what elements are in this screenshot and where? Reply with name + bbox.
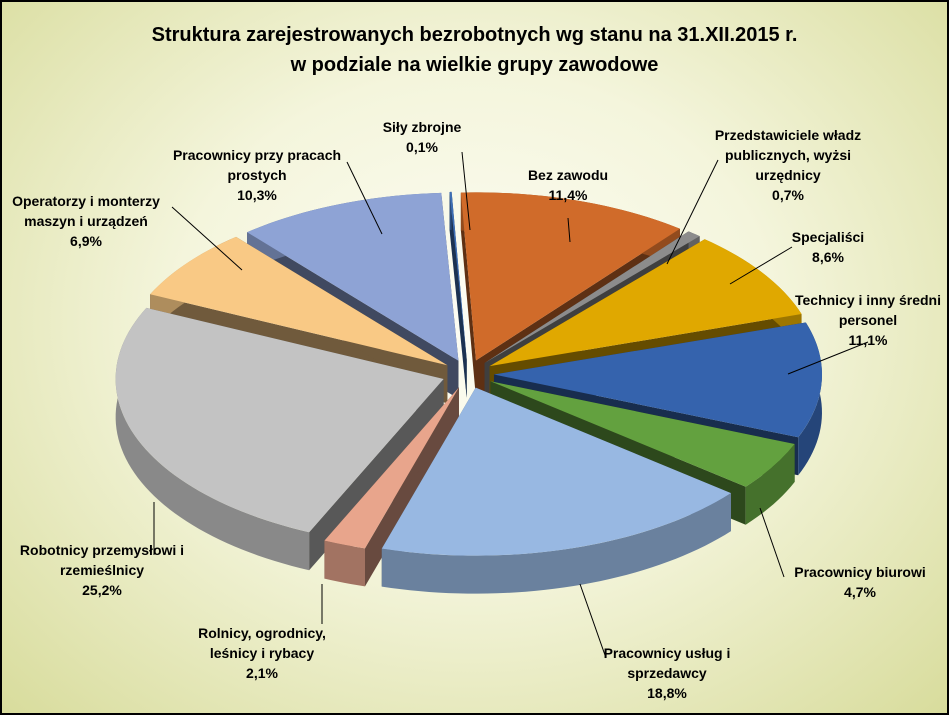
pie-slice-wall xyxy=(115,307,310,571)
leader-line xyxy=(759,507,785,578)
data-label-text: 8,6% xyxy=(812,249,844,265)
data-label-text: leśnicy i rybacy xyxy=(210,645,315,661)
data-label-text: 0,1% xyxy=(406,139,438,155)
pie-slice-wall xyxy=(745,444,795,525)
pie-slice-top xyxy=(460,192,680,361)
leader-line xyxy=(346,161,383,235)
pie-slice-top xyxy=(381,387,731,556)
data-label-10: Pracownicy przy pracach prostych 10,3% xyxy=(173,147,383,235)
pie-slice-7 xyxy=(324,387,459,587)
leader-line xyxy=(666,159,719,265)
data-label-5: Pracownicy biurowi 4,7% xyxy=(759,507,926,600)
data-label-6: Pracownicy usług i sprzedawcy 18,8% xyxy=(579,583,731,701)
leader-line xyxy=(729,246,793,285)
leader-line xyxy=(567,217,571,243)
data-label-text: Pracownicy przy pracach xyxy=(173,147,341,163)
pie-slice-top xyxy=(324,387,459,549)
data-label-text: 0,7% xyxy=(772,187,804,203)
data-label-text: 10,3% xyxy=(237,187,277,203)
pie-slice-top xyxy=(493,322,822,438)
data-label-0: Siły zbrojne 0,1% xyxy=(383,119,471,231)
data-label-text: Specjaliści xyxy=(792,229,864,245)
data-label-text: rzemieślnicy xyxy=(60,562,144,578)
chart-title: Struktura zarejestrowanych bezrobotnych … xyxy=(2,20,947,80)
data-label-text: Pracownicy usług i xyxy=(604,645,731,661)
data-label-3: Specjaliści 8,6% xyxy=(729,229,864,285)
data-label-text: Robotnicy przemysłowi i xyxy=(20,542,184,558)
data-label-text: prostych xyxy=(227,167,286,183)
data-label-text: 4,7% xyxy=(844,584,876,600)
data-label-4: Technicy i inny średni personel 11,1% xyxy=(787,292,941,375)
pie-slice-6 xyxy=(381,387,731,594)
data-label-text: personel xyxy=(839,312,897,328)
data-label-9: Operatorzy i monterzy maszyn i urządzeń 6,… xyxy=(12,193,243,271)
data-label-8: Robotnicy przemysłowi i rzemieślnicy 25,2% xyxy=(20,502,184,598)
data-label-text: Przedstawiciele władz xyxy=(715,127,861,143)
chart-title-line-2: w podziale na wielkie grupy zawodowe xyxy=(290,54,659,76)
pie-slice-0 xyxy=(449,191,467,398)
data-label-text: Operatorzy i monterzy xyxy=(12,193,160,209)
data-label-text: sprzedawcy xyxy=(627,665,707,681)
pie-slice-wall xyxy=(381,493,731,594)
pie-sides xyxy=(115,191,822,594)
pie-slice-top xyxy=(484,231,700,363)
pie-slice-top xyxy=(247,192,459,361)
data-label-text: Bez zawodu xyxy=(528,167,608,183)
pie-slice-cut xyxy=(460,192,476,399)
leader-line xyxy=(787,341,869,375)
data-label-text: publicznych, wyżsi xyxy=(725,147,851,163)
data-labels: Siły zbrojne 0,1% Bez zawodu 11,4% Przedstaw… xyxy=(12,119,941,701)
leader-line xyxy=(461,151,471,231)
data-label-text: 18,8% xyxy=(647,685,687,701)
pie-slice-top xyxy=(489,239,802,367)
data-label-text: maszyn i urządzeń xyxy=(24,213,148,229)
pie-slice-top xyxy=(150,236,448,366)
data-label-text: Pracownicy biurowi xyxy=(794,564,925,580)
pie-slice-wall xyxy=(324,540,366,587)
data-label-text: 2,1% xyxy=(246,665,278,681)
pie-slice-top xyxy=(115,307,444,533)
data-label-text: Technicy i inny średni xyxy=(795,292,941,308)
data-label-text: 6,9% xyxy=(70,233,102,249)
data-label-text: Rolnicy, ogrodnicy, xyxy=(198,625,326,641)
data-label-2: Przedstawiciele władz publicznych, wyżsi u… xyxy=(666,127,861,265)
data-label-7: Rolnicy, ogrodnicy, leśnicy i rybacy 2,1% xyxy=(198,584,326,681)
data-label-text: urzędnicy xyxy=(755,167,821,183)
data-label-text: 25,2% xyxy=(82,582,122,598)
pie-slice-top xyxy=(490,381,795,487)
data-label-text: Siły zbrojne xyxy=(383,119,462,135)
chart-title-line-1: Struktura zarejestrowanych bezrobotnych … xyxy=(151,24,798,46)
leader-line xyxy=(579,583,607,659)
data-label-text: 11,4% xyxy=(549,187,588,203)
leader-line xyxy=(171,206,243,271)
pie-slice-8 xyxy=(115,307,444,571)
data-label-1: Bez zawodu 11,4% xyxy=(528,167,608,243)
data-label-text: 11,1% xyxy=(849,332,888,348)
pie-slice-top xyxy=(449,191,467,360)
